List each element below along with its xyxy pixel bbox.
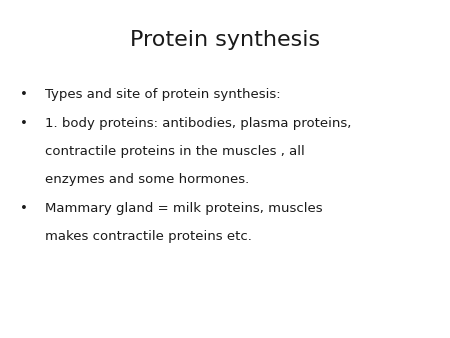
Text: •: • <box>20 202 28 215</box>
Text: enzymes and some hormones.: enzymes and some hormones. <box>45 173 249 186</box>
Text: Mammary gland = milk proteins, muscles: Mammary gland = milk proteins, muscles <box>45 202 323 215</box>
Text: 1. body proteins: antibodies, plasma proteins,: 1. body proteins: antibodies, plasma pro… <box>45 117 351 130</box>
Text: contractile proteins in the muscles , all: contractile proteins in the muscles , al… <box>45 145 305 158</box>
Text: Protein synthesis: Protein synthesis <box>130 30 320 50</box>
Text: makes contractile proteins etc.: makes contractile proteins etc. <box>45 230 252 243</box>
Text: Types and site of protein synthesis:: Types and site of protein synthesis: <box>45 88 281 101</box>
Text: •: • <box>20 117 28 130</box>
Text: •: • <box>20 88 28 101</box>
